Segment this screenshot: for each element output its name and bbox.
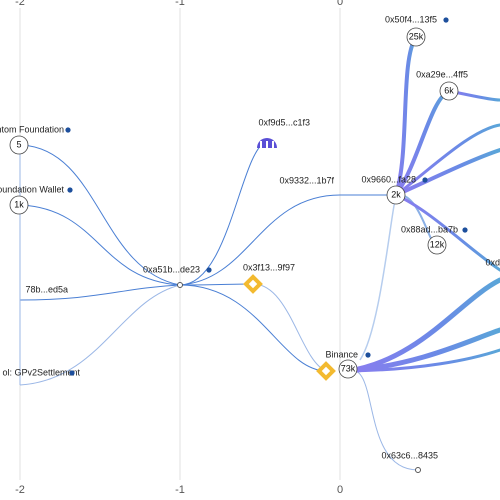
- node-label: 0xa51b...de23: [143, 264, 200, 274]
- badge-circle: [338, 359, 358, 379]
- node-label: ol: GPv2Settlement: [2, 367, 80, 377]
- node-label: 0x88ad...ba7b: [401, 224, 458, 234]
- node-badge: 2k: [391, 189, 401, 199]
- node-dot: [422, 177, 428, 183]
- node-badge: 1k: [14, 199, 24, 209]
- edges: [19, 140, 438, 471]
- badge-circle: [427, 235, 447, 255]
- column-lines: [19, 8, 341, 480]
- node-dot: [67, 187, 73, 193]
- badge-circle: [9, 195, 29, 215]
- node-label: oundation Wallet: [0, 184, 64, 194]
- node-badge: 73k: [341, 363, 356, 373]
- node-dot: [65, 127, 71, 133]
- node-label: 0x9660...fa28: [361, 174, 416, 184]
- node-label: 0xd: [485, 257, 500, 267]
- column-label: 0: [337, 0, 343, 8]
- node-dot: [365, 352, 371, 358]
- node-label: 78b...ed5a: [25, 284, 68, 294]
- column-label: -2: [15, 484, 25, 496]
- node-label: 0x3f13...9f97: [243, 262, 295, 272]
- badge-circle: [439, 81, 459, 101]
- node-label: 0xf9d5...c1f3: [258, 117, 310, 127]
- node-badge: 25k: [409, 31, 424, 41]
- node-dot: [462, 227, 468, 233]
- node-label: 0xa29e...4ff5: [416, 69, 468, 79]
- column-label: -2: [15, 0, 25, 8]
- node-label: ntom Foundation: [0, 124, 64, 134]
- node-label: 0x50f4...13f5: [385, 14, 437, 24]
- node-badge: 6k: [444, 85, 454, 95]
- node-label: 0x9332...1b7f: [279, 175, 334, 185]
- node-badge: 5: [16, 139, 21, 149]
- node-dot: [443, 17, 449, 23]
- badge-circle: [9, 135, 29, 155]
- column-label: 0: [337, 484, 343, 496]
- node-dot: [206, 267, 212, 273]
- node-label: 0x63c6...8435: [381, 450, 438, 460]
- badge-circle: [406, 27, 426, 47]
- node-badge: 12k: [430, 239, 445, 249]
- thick-flows: [345, 35, 500, 374]
- badge-circle: [386, 185, 406, 205]
- column-label: -1: [175, 0, 185, 8]
- icons: [177, 138, 421, 473]
- node-label: Binance: [325, 349, 358, 359]
- column-label: -1: [175, 484, 185, 496]
- node-dot: [69, 370, 75, 376]
